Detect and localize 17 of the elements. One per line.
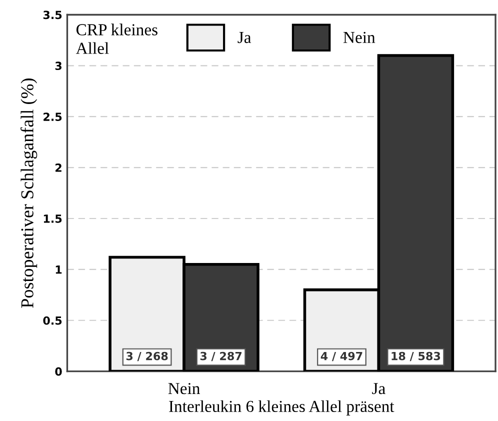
annotation: 4 / 497 <box>320 352 362 362</box>
y-tick-label: 1.5 <box>44 214 62 223</box>
y-tick-label: 1 <box>56 266 62 274</box>
y-tick-label: 0 <box>55 367 62 376</box>
legend-label: Ja <box>238 32 252 44</box>
y-axis-title: Postoperativer Schlaganfall (%) <box>20 78 38 308</box>
legend-title: CRP kleines Allel <box>76 24 158 54</box>
y-tick-label: 2 <box>56 164 62 172</box>
y-tick-label: 3 <box>55 62 62 70</box>
legend-label: Nein <box>343 32 376 44</box>
y-tick-label: 2.5 <box>44 112 62 121</box>
y-tick-label: 0.5 <box>43 316 62 325</box>
annotation: 18 / 583 <box>392 352 440 362</box>
y-tick-label: 3.5 <box>43 10 62 20</box>
annotation: 3 / 268 <box>126 352 168 362</box>
annotation: 3 / 287 <box>200 352 242 362</box>
x-axis-title: Interleukin 6 kleines Allel präsent <box>169 400 394 416</box>
